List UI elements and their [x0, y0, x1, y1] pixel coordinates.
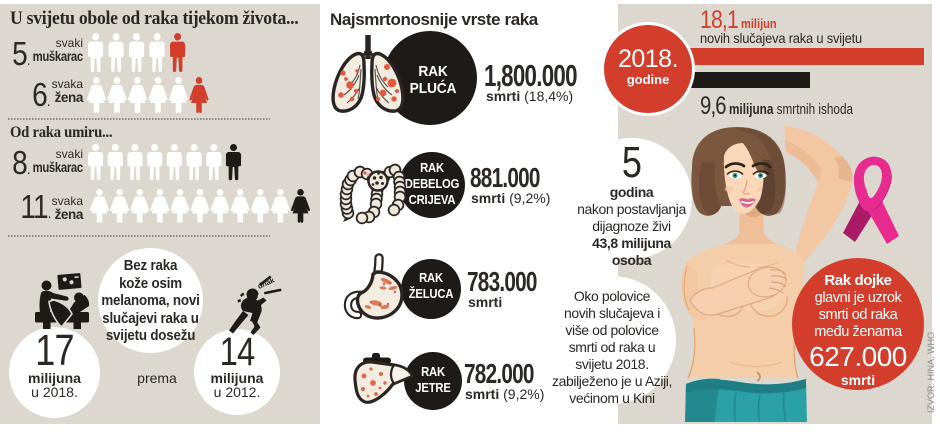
svg-text:dhak: dhak — [256, 275, 276, 291]
